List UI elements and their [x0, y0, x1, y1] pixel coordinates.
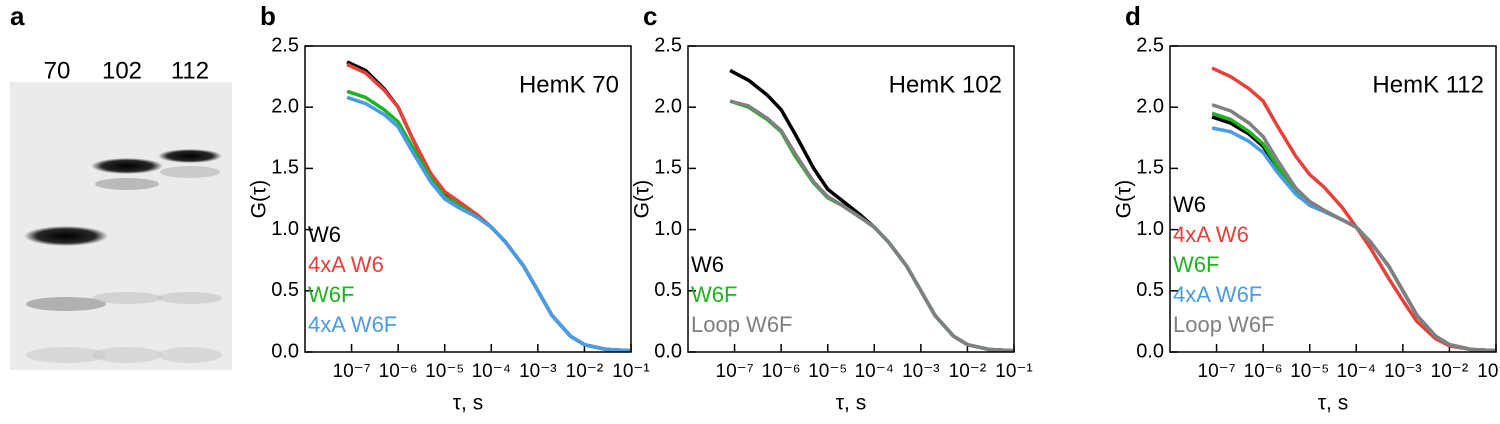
x-tick-label: 10⁻²: [1431, 361, 1469, 382]
x-axis-label: τ, s: [453, 392, 483, 415]
gel-image: [10, 82, 232, 370]
gel-band: [92, 347, 162, 363]
gel-panel: a 70 102 112: [10, 1, 232, 370]
x-tick-label: 10⁻⁷: [333, 361, 371, 382]
legend-entry: W6: [1173, 192, 1206, 217]
gel-band: [158, 347, 222, 363]
x-tick-label: 10⁻⁵: [808, 361, 847, 382]
series-line: [1211, 103, 1497, 353]
x-tick-label: 10⁻⁶: [762, 361, 801, 382]
legend-entry: Loop W6F: [1173, 312, 1275, 337]
y-axis-label: G(τ): [631, 180, 654, 219]
gel-band: [26, 347, 106, 363]
series-line: [346, 62, 632, 353]
series-line: [1211, 66, 1497, 353]
legend-entry: 4xA W6: [1173, 222, 1249, 247]
y-tick-label: 1.5: [271, 157, 299, 179]
plot-frame: [687, 45, 1015, 353]
series-line: [729, 99, 1015, 353]
x-tick-label: 10⁻⁴: [1337, 361, 1376, 382]
panel-label: b: [260, 1, 276, 31]
y-tick-label: 0.0: [1136, 340, 1164, 362]
y-tick-label: 2.5: [271, 34, 299, 56]
legend-entry: W6F: [1173, 252, 1219, 277]
y-axis-label: G(τ): [1113, 180, 1136, 219]
legend-entry: W6F: [691, 282, 737, 307]
y-tick-label: 2.5: [654, 34, 682, 56]
x-tick-label: 10⁻⁶: [1244, 361, 1283, 382]
legend-entry: 4xA W6F: [308, 312, 397, 337]
legend-entry: 4xA W6: [308, 252, 384, 277]
x-tick-label: 10⁻⁵: [1290, 361, 1329, 382]
legend-entry: 4xA W6F: [1173, 282, 1262, 307]
gel-band: [158, 149, 222, 163]
y-tick-label: 0.0: [271, 340, 299, 362]
y-tick-label: 2.0: [654, 95, 682, 117]
legend-entry: Loop W6F: [691, 312, 793, 337]
panel-label: d: [1125, 1, 1141, 31]
lane-label: 102: [102, 57, 142, 84]
plot-frame: [1169, 45, 1497, 353]
y-tick-label: 0.5: [1136, 279, 1164, 301]
x-tick-label: 10⁻⁴: [855, 361, 894, 382]
x-tick-label: 10⁻³: [519, 361, 557, 382]
gel-band: [26, 297, 106, 311]
x-axis-label: τ, s: [836, 392, 866, 415]
x-tick-label: 10⁻⁷: [716, 361, 754, 382]
gel-band: [24, 226, 108, 246]
legend-entry: W6: [308, 222, 341, 247]
y-tick-label: 2.0: [271, 95, 299, 117]
series-line: [729, 68, 1015, 353]
panel-label: a: [10, 1, 25, 31]
chart-panel: b 0.0 0.5 1.0 1.5 2.0 2.5 10⁻⁷ 10⁻⁶ 10⁻⁵ 10⁻⁴ 10⁻³ 1…: [248, 1, 650, 415]
annotation: HemK 70: [519, 71, 619, 98]
x-axis-label: τ, s: [1318, 392, 1348, 415]
x-tick-label: 10⁻¹: [612, 361, 650, 382]
y-tick-label: 1.0: [654, 218, 682, 240]
y-tick-label: 1.0: [271, 218, 299, 240]
gel-band: [95, 178, 159, 190]
y-tick-label: 0.5: [654, 279, 682, 301]
y-tick-label: 0.0: [654, 340, 682, 362]
chart-panel: c 0.0 0.5 1.0 1.5 2.0 2.5 10⁻⁷ 10⁻⁶ 10⁻⁵ 10⁻⁴ 10⁻³ 1…: [631, 1, 1033, 415]
x-tick-label: 10⁻³: [902, 361, 940, 382]
x-tick-label: 10⁻⁵: [425, 361, 464, 382]
legend-entry: W6F: [308, 282, 354, 307]
lane-label: 112: [171, 57, 209, 84]
y-tick-label: 2.0: [1136, 95, 1164, 117]
y-tick-label: 1.5: [654, 157, 682, 179]
x-tick-label: 10⁻¹: [1477, 361, 1500, 382]
gel-band: [92, 292, 162, 304]
chart-panel: d 0.0 0.5 1.0 1.5 2.0 2.5 10⁻⁷ 10⁻⁶ 10⁻⁵ 10⁻⁴ 10⁻³ 1…: [1113, 1, 1500, 415]
legend-entry: W6: [691, 252, 724, 277]
x-tick-label: 10⁻¹: [995, 361, 1033, 382]
gel-band: [158, 292, 222, 304]
y-tick-label: 0.5: [271, 279, 299, 301]
gel-band: [160, 166, 220, 178]
y-axis-label: G(τ): [248, 180, 271, 219]
x-tick-label: 10⁻²: [566, 361, 604, 382]
x-tick-label: 10⁻⁷: [1198, 361, 1236, 382]
lane-label: 70: [44, 57, 71, 84]
y-tick-label: 1.0: [1136, 218, 1164, 240]
y-tick-label: 2.5: [1136, 34, 1164, 56]
x-tick-label: 10⁻⁶: [379, 361, 418, 382]
annotation: HemK 102: [889, 71, 1002, 98]
plot-frame: [304, 45, 632, 353]
y-tick-label: 1.5: [1136, 157, 1164, 179]
x-tick-label: 10⁻⁴: [472, 361, 511, 382]
gel-band: [91, 158, 163, 174]
annotation: HemK 112: [1372, 71, 1484, 98]
panel-label: c: [643, 1, 657, 31]
series-line: [346, 95, 632, 353]
series-line: [346, 60, 632, 353]
x-tick-label: 10⁻³: [1384, 361, 1422, 382]
x-tick-label: 10⁻²: [949, 361, 987, 382]
